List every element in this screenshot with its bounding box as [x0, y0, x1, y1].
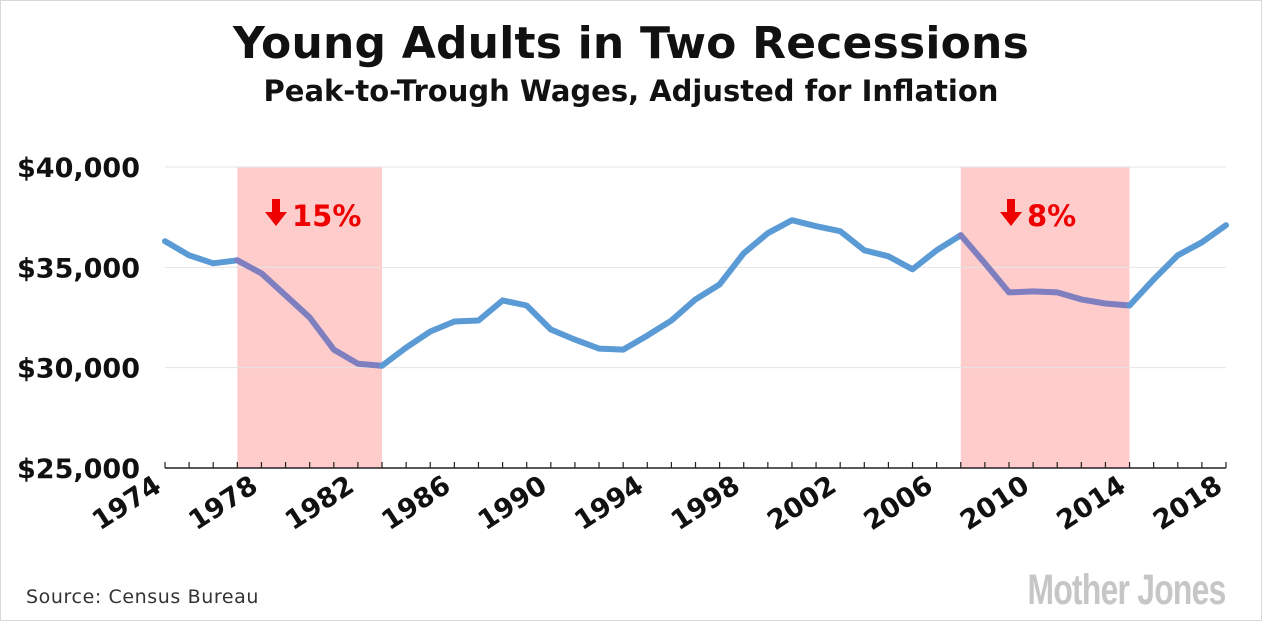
down-arrow-icon [265, 199, 287, 226]
recession-shade-2 [960, 167, 1130, 468]
x-tick-label: 1982 [280, 470, 360, 537]
x-axis: 1974 1978 1982 1986 1990 1994 1998 2002 2006 2010… [87, 462, 1228, 537]
x-tick-label: 2010 [955, 470, 1035, 537]
recession-decline-label: 15% [292, 199, 361, 233]
x-tick-label: 2006 [859, 470, 939, 537]
series-line-segment-1 [162, 238, 241, 267]
mother-jones-logo: Mother Jones [1028, 566, 1227, 614]
x-tick-label: 2002 [762, 470, 842, 537]
chart-title: Young Adults in Two Recessions [233, 18, 1029, 69]
chart-subtitle: Peak-to-Trough Wages, Adjusted for Infla… [263, 74, 999, 108]
recession-shading [237, 167, 1130, 468]
x-tick-label: 1978 [183, 470, 263, 537]
gridlines [165, 166, 1226, 369]
x-tick-label: 2018 [1148, 470, 1228, 537]
y-tick-label: $35,000 [17, 253, 140, 284]
x-tick-label: 1994 [569, 470, 649, 537]
x-tick-label: 1986 [376, 470, 456, 537]
y-axis: $25,000 $30,000 $35,000 $40,000 [17, 153, 140, 485]
source-note: Source: Census Bureau [26, 586, 260, 608]
y-tick-label: $40,000 [17, 153, 140, 184]
wage-line [162, 217, 1229, 369]
down-arrow-icon [1000, 199, 1022, 226]
x-tick-label: 2014 [1051, 470, 1131, 537]
x-tick-label: 1998 [666, 470, 746, 537]
series-line-segment-3 [379, 217, 964, 369]
series-line-segment-5 [1126, 222, 1229, 309]
series-line-segment-4 [957, 232, 1133, 309]
x-tick-label: 1990 [473, 470, 553, 537]
recession-annotations: 15% 8% [265, 199, 1076, 233]
y-tick-label: $25,000 [17, 454, 140, 485]
y-tick-label: $30,000 [17, 354, 140, 385]
recession-decline-label: 8% [1027, 199, 1076, 233]
